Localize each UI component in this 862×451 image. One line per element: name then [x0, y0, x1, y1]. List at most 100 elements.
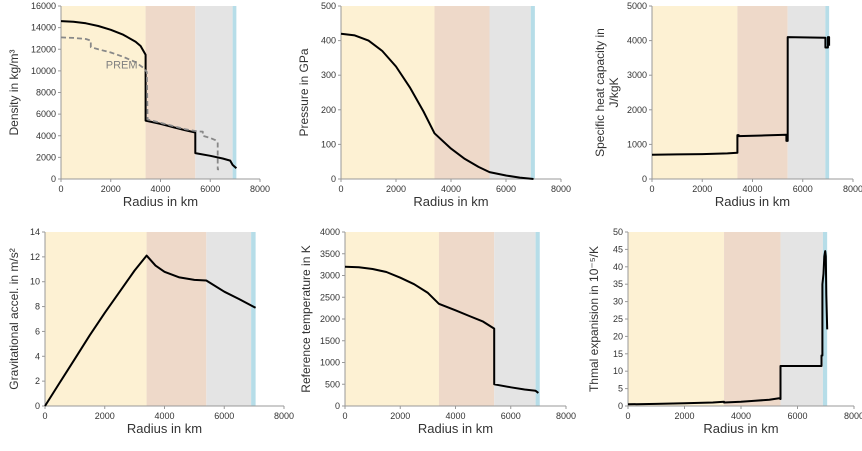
x-tick-label: 4000 [154, 411, 174, 421]
layer-band [434, 6, 490, 179]
layer-band [345, 232, 439, 406]
layer-band [737, 6, 788, 179]
y-axis-label: Thmal expanision in 10⁻⁵/K [587, 246, 601, 392]
x-tick-label: 0 [42, 411, 47, 421]
layer-band [146, 232, 207, 406]
chart-1: 0 2000 4000 6000 8000 10000 12000 14000 16000 0 20… [7, 1, 270, 209]
y-tick-label: 6 [35, 326, 40, 336]
y-tick-label: 2000 [320, 314, 340, 324]
series-line [651, 36, 831, 156]
x-tick-label: 2000 [101, 184, 121, 194]
layer-band [652, 6, 738, 179]
y-tick-label: 2 [35, 376, 40, 386]
y-tick-label: 400 [321, 36, 336, 46]
y-tick-label: 3000 [320, 271, 340, 281]
x-tick-label: 0 [625, 411, 630, 421]
series-line [340, 32, 534, 180]
chart-5: 0 500 1000 1500 2000 2500 3000 3500 4000 0 2000 400… [299, 227, 576, 436]
y-tick-label: 50 [613, 227, 623, 237]
y-tick-label: 45 [613, 244, 623, 254]
x-tick-label: 6000 [501, 411, 521, 421]
y-axis-label: Gravitational accel. in m/s² [7, 248, 21, 389]
layer-band [489, 6, 531, 179]
layer-band [145, 6, 196, 179]
layer-band [530, 6, 535, 179]
y-axis-label: Density in kg/m³ [7, 49, 21, 135]
y-axis-label: Reference temperature in K [299, 245, 313, 392]
x-tick-label: 2000 [95, 411, 115, 421]
y-axis-label: Pressure in GPa [297, 48, 311, 136]
y-tick-label: 200 [321, 105, 336, 115]
x-tick-label: 8000 [250, 184, 270, 194]
chart-6: 0 5 10 15 20 25 30 35 40 45 50 0 2000 4000 6000 8000 Rad… [587, 227, 862, 436]
x-tick-label: 4000 [731, 411, 751, 421]
y-tick-label: 4000 [36, 131, 56, 141]
layer-band [45, 232, 147, 406]
x-tick-label: 0 [649, 184, 654, 194]
x-tick-label: 2000 [674, 411, 694, 421]
y-tick-label: 500 [325, 379, 340, 389]
y-tick-label: 16000 [31, 1, 56, 11]
x-axis-label: Radius in km [715, 194, 790, 209]
layer-band [206, 232, 252, 406]
x-axis-label: Radius in km [127, 421, 202, 436]
y-tick-label: 4000 [627, 36, 647, 46]
layer-band [61, 6, 146, 179]
x-tick-label: 6000 [214, 411, 234, 421]
y-tick-label: 15 [613, 349, 623, 359]
x-tick-label: 4000 [441, 184, 461, 194]
y-tick-label: 14 [30, 227, 40, 237]
y-tick-label: 2500 [320, 292, 340, 302]
y-tick-label: 4000 [320, 227, 340, 237]
x-tick-label: 0 [342, 411, 347, 421]
layer-band [251, 232, 256, 406]
layer-band [724, 232, 781, 406]
y-tick-label: 0 [335, 401, 340, 411]
x-tick-label: 8000 [556, 411, 576, 421]
y-tick-label: 30 [613, 297, 623, 307]
x-tick-label: 2000 [692, 184, 712, 194]
y-tick-label: 5 [618, 384, 623, 394]
x-tick-label: 8000 [274, 411, 294, 421]
y-tick-label: 6000 [36, 109, 56, 119]
chart-4: 0 2 4 6 8 10 12 14 0 2000 4000 6000 8000 Radius in km… [7, 227, 294, 436]
annotation-label: PREM [106, 60, 138, 72]
y-tick-label: 14000 [31, 23, 56, 33]
y-tick-label: 3500 [320, 249, 340, 259]
x-tick-label: 2000 [386, 184, 406, 194]
layer-band [195, 6, 233, 179]
y-tick-label: 8 [35, 302, 40, 312]
x-tick-label: 4000 [150, 184, 170, 194]
y-tick-label: 40 [613, 262, 623, 272]
x-tick-label: 0 [58, 184, 63, 194]
y-tick-label: 8000 [36, 88, 56, 98]
layer-band [780, 232, 823, 406]
layer-band [535, 232, 540, 406]
x-axis-label: Radius in km [418, 421, 493, 436]
y-tick-label: 500 [321, 1, 336, 11]
y-tick-label: 5000 [627, 1, 647, 11]
y-tick-label: 0 [618, 401, 623, 411]
series-line [60, 20, 238, 169]
x-tick-label: 8000 [844, 411, 862, 421]
series-line [627, 250, 829, 406]
layer-band [787, 6, 826, 179]
y-tick-label: 0 [35, 401, 40, 411]
y-tick-label: 12 [30, 252, 40, 262]
x-tick-label: 6000 [787, 411, 807, 421]
x-axis-label: Radius in km [703, 421, 778, 436]
x-tick-label: 6000 [496, 184, 516, 194]
y-tick-label: 2000 [627, 105, 647, 115]
layer-band [494, 232, 536, 406]
x-tick-label: 8000 [551, 184, 571, 194]
x-tick-label: 4000 [445, 411, 465, 421]
series-line-prem [60, 36, 219, 171]
y-tick-label: 10 [30, 277, 40, 287]
y-tick-label: 10000 [31, 66, 56, 76]
x-tick-label: 8000 [843, 184, 862, 194]
x-tick-label: 6000 [793, 184, 813, 194]
x-tick-label: 2000 [390, 411, 410, 421]
y-tick-label: 25 [613, 314, 623, 324]
series-line [344, 265, 540, 394]
